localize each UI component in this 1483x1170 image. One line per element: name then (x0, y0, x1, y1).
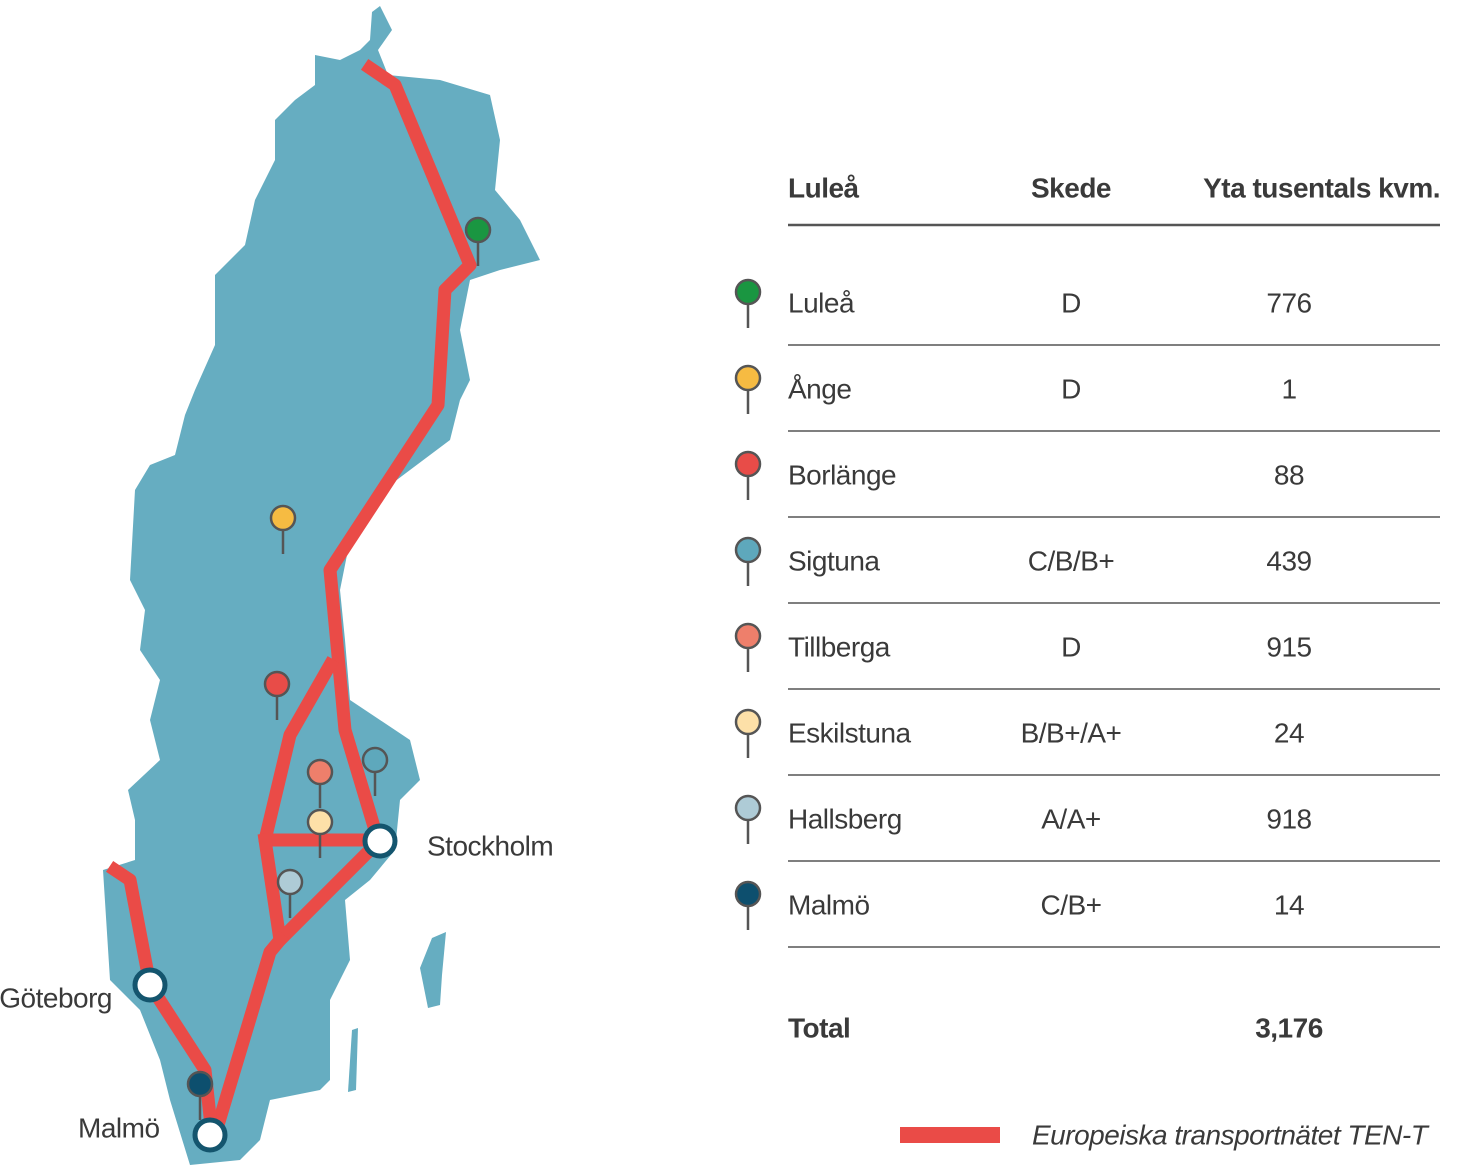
cell-skede: C/B+ (1040, 889, 1101, 920)
cell-skede: B/B+/A+ (1021, 717, 1122, 748)
cell-skede: A/A+ (1041, 803, 1100, 834)
pin-head (734, 622, 762, 650)
cell-name: Borlänge (788, 459, 896, 490)
cell-name: Luleå (788, 287, 855, 318)
cell-yta: 88 (1274, 459, 1304, 490)
cell-yta: 1 (1281, 373, 1296, 404)
pin-head (734, 278, 762, 306)
cell-yta: 439 (1266, 545, 1311, 576)
pin-head (464, 216, 492, 244)
city-label: Malmö (78, 1112, 160, 1143)
total-label: Total (788, 1012, 850, 1043)
cell-yta: 14 (1274, 889, 1304, 920)
map-pins (186, 216, 492, 1120)
city-label: Göteborg (0, 982, 112, 1013)
cell-name: Malmö (788, 889, 870, 920)
cell-skede: C/B/B+ (1028, 545, 1114, 576)
city-marker (192, 1117, 228, 1153)
oland (348, 1028, 358, 1092)
city-label: Stockholm (427, 830, 553, 861)
pin-head (734, 794, 762, 822)
header-cell: Skede (1031, 172, 1111, 203)
cell-skede: D (1061, 631, 1081, 662)
city-marker (362, 823, 398, 859)
pin-head (263, 670, 291, 698)
gotland (420, 932, 446, 1008)
legend-label: Europeiska transportnätet TEN-T (1032, 1119, 1430, 1150)
pin-head (361, 746, 389, 774)
table: Luleå Skede Yta tusentals kvm. Total 3,1… (734, 172, 1441, 1043)
pin-head (269, 504, 297, 532)
sweden (103, 6, 540, 1165)
route (258, 656, 387, 847)
route (206, 930, 290, 1144)
header-cell: Luleå (788, 172, 860, 203)
pin-head (734, 708, 762, 736)
cell-name: Ånge (788, 373, 851, 404)
cell-yta: 915 (1266, 631, 1311, 662)
pin-head (306, 808, 334, 836)
pin-head (186, 1070, 214, 1098)
pin-head (306, 758, 334, 786)
cell-name: Tillberga (788, 631, 891, 662)
pin-head (734, 364, 762, 392)
cell-name: Eskilstuna (788, 717, 912, 748)
pin-head (734, 880, 762, 908)
pin-head (734, 536, 762, 564)
cell-yta: 776 (1266, 287, 1311, 318)
pin-head (276, 868, 304, 896)
route (323, 58, 477, 849)
total-value: 3,176 (1255, 1012, 1323, 1043)
cell-yta: 24 (1274, 717, 1304, 748)
header-cell: Yta tusentals kvm. (1203, 172, 1440, 203)
map: Stockholm Göteborg Malmö (0, 6, 554, 1165)
cell-skede: D (1061, 287, 1081, 318)
cell-yta: 918 (1266, 803, 1311, 834)
cell-name: Hallsberg (788, 803, 902, 834)
city-marker (132, 967, 168, 1003)
cell-skede: D (1061, 373, 1081, 404)
pin-head (734, 450, 762, 478)
cell-name: Sigtuna (788, 545, 880, 576)
